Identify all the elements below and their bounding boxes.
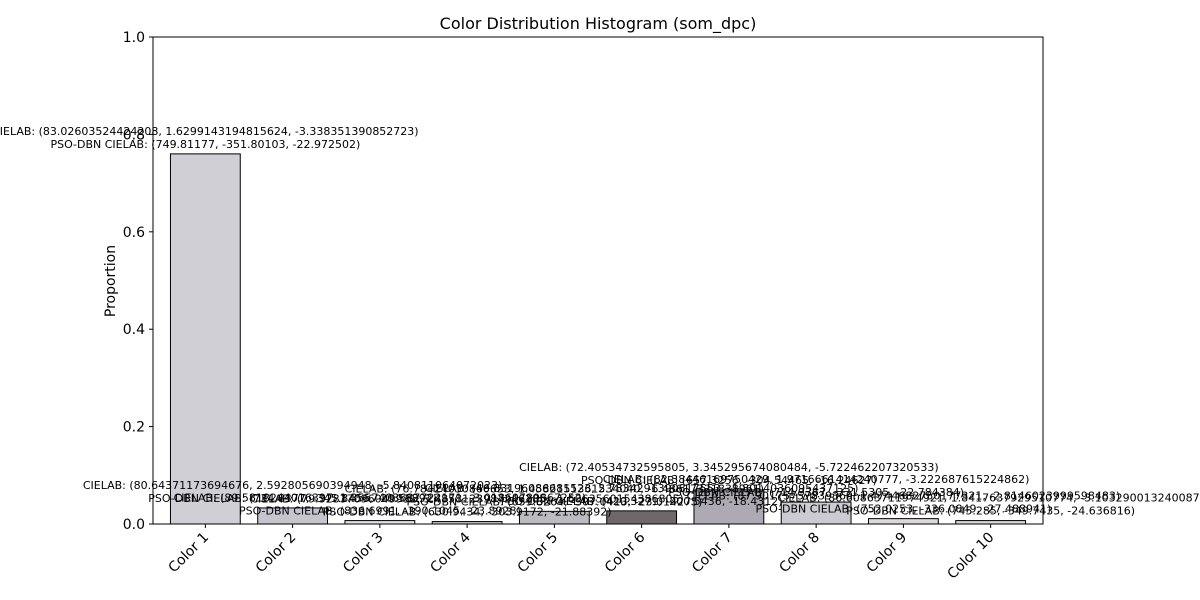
bar-annotation-cielab-3: CIELAB: (89.5818244016397, 1.35574036877… [174,492,587,505]
bar-1 [169,153,241,525]
x-tick-label-4: Color 4 [427,529,474,576]
bar-annotation-cielab-8: CIELAB: (82.38446169750429, 1.9716661414… [603,473,1030,486]
y-tick-label-0: 0.0 [123,517,145,533]
bar-7 [693,489,765,525]
x-tick-label-6: Color 6 [602,529,649,576]
bar-annotation-pso-6: PSO-DBN CIELAB: (420.3271, -200.5436, -1… [501,495,783,508]
bar-annotation-cielab-1: CIELAB: (83.02603524424208, 1.6299143194… [0,125,419,138]
x-tick-label-5: Color 5 [515,530,562,577]
bar-annotation-cielab-9: CIELAB: (87.90175757839369, 1.4744682750… [687,490,1121,503]
bar-9 [867,518,939,525]
bar-annotation-pso-5: PSO-DBN CIELAB: (659.8264, -307.0413, -2… [406,495,702,508]
bars-group [169,153,1027,525]
plot-frame [152,36,1044,525]
annotations-group: CIELAB: (83.02603524424208, 1.6299143194… [0,125,1200,519]
bar-annotation-pso-3: PSO-DBN CIELAB: (836.6991, -390.1045, -2… [239,505,521,518]
x-tick-label-7: Color 7 [689,530,736,577]
bar-annotation-cielab-6: CIELAB: (46.83196086681523, 2.7834291390… [425,482,859,495]
y-tick-label-4: 0.8 [123,127,145,143]
bar-annotation-pso-2: PSO-DBN CIELAB: (734.8377, -345.8456, -2… [148,492,437,505]
y-tick-label-1: 0.2 [123,420,145,436]
y-tick-label-5: 1.0 [123,30,145,46]
bar-annotation-pso-8: PSO-DBN CIELAB: (714.9367, -331.5305, -2… [668,486,964,499]
y-axis: 0.0 0.2 0.4 0.6 0.8 1.0 [123,30,153,533]
bar-10 [955,520,1027,525]
x-tick-label-2: Color 2 [253,530,300,577]
bar-annotation-cielab-2: CIELAB: (80.64371173694676, 2.5928056903… [83,479,503,492]
bar-annotation-cielab-5: CIELAB: (76.78424030860653, 1.4582151361… [345,482,765,495]
chart-title: Color Distribution Histogram (som_dpc) [440,14,757,34]
x-tick-label-3: Color 3 [340,530,387,577]
y-axis-label: Proportion [103,245,119,317]
bar-6 [606,510,678,525]
x-axis: Color 1 Color 2 Color 3 Color 4 Color 5 Color… [166,524,998,583]
bar-annotation-pso-4: PSO-DBN CIELAB: (630.9434, -303.9172, -2… [323,506,612,519]
bar-annotation-pso-1: PSO-DBN CIELAB: (749.81177, -351.80103, … [50,138,360,151]
bar-3 [344,520,416,525]
y-tick-label-3: 0.6 [123,225,145,241]
x-tick-label-1: Color 1 [166,530,213,577]
y-tick-label-2: 0.4 [123,322,145,338]
x-tick-label-9: Color 9 [864,530,911,577]
x-tick-label-8: Color 8 [776,530,823,577]
bar-annotation-pso-9: PSO-DBN CIELAB: (752.0253, -336.0849, -2… [755,503,1051,516]
bar-annotation-pso-7: PSO-DBN CIELAB: (657.3256, -304.54465, -… [581,474,877,487]
bar-annotation-pso-10: PSO-DBN CIELAB: (745.285, -349.7435, -24… [846,505,1135,518]
bar-annotation-cielab-10: CIELAB: (86.60863711974921, 1.8417637929… [777,492,1200,505]
bar-annotation-cielab-7: CIELAB: (72.40534732595805, 3.3452956740… [519,461,939,474]
x-tick-label-10: Color 10 [945,530,998,583]
bar-annotation-cielab-4: CIELAB: (79.32837096049931, 3.4858123987… [250,493,684,506]
